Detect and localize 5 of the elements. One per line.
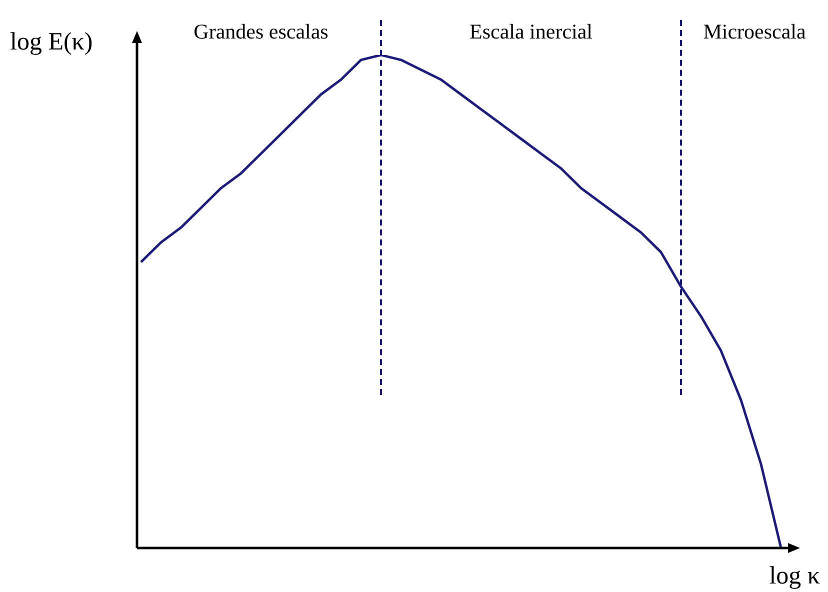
text: Escala inercial (469, 20, 593, 44)
x-axis-title: log κ (769, 562, 820, 590)
y-axis-title: log E(κ) (10, 28, 93, 56)
text: Microescala (703, 20, 806, 44)
text: Grandes escalas (194, 20, 328, 44)
